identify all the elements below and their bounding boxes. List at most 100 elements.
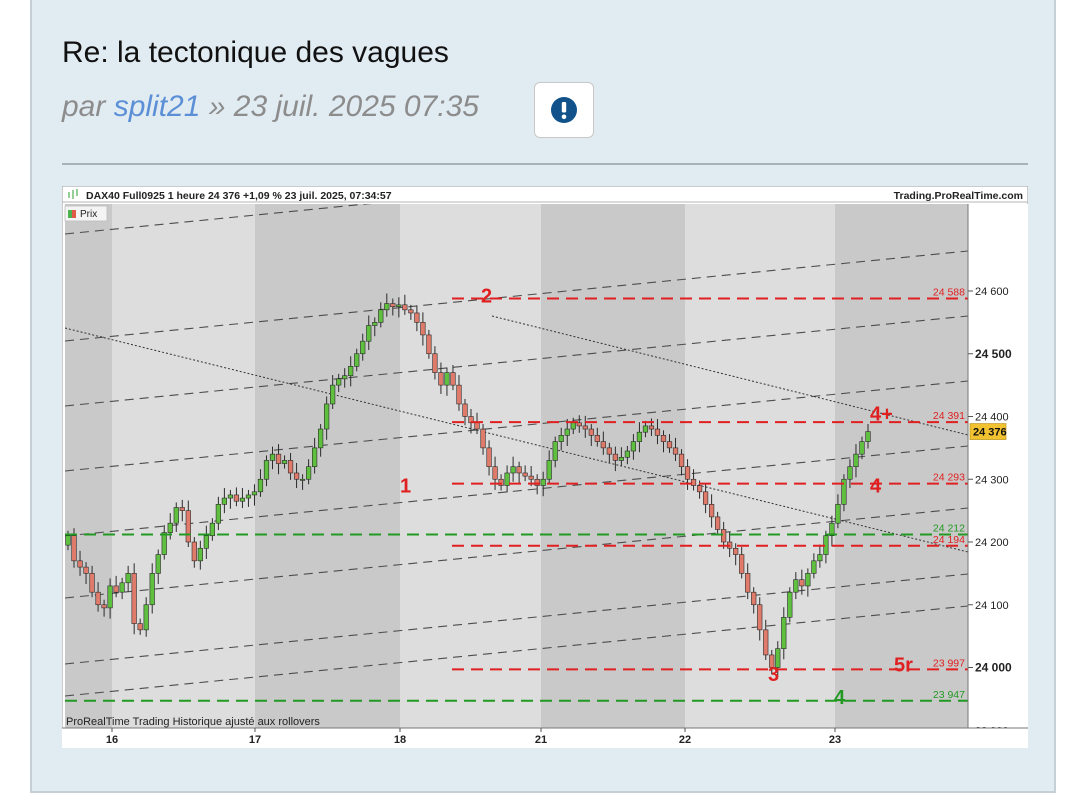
candle-body [426,334,432,355]
candle-body [660,435,667,442]
candle-body [233,494,240,502]
candle-body [817,554,823,562]
candle-body [191,541,197,562]
post-title[interactable]: Re: la tectonique des vagues [62,36,449,69]
candle-body [570,422,576,430]
candle-body [769,654,775,668]
post-meta: par split21 » 23 juil. 2025 07:35 [62,90,479,124]
candle-body [137,623,143,631]
candle-body [173,507,179,524]
candle-body [143,604,149,631]
candle-body [781,616,787,649]
candle-body [702,491,709,505]
price-chart: 24 588 24 391 24 293 24 212 24 194 23 997 23 9… [61,185,1029,749]
candle-body [414,312,420,323]
day-band [400,204,541,728]
candle-body [342,375,348,380]
candle-body [408,309,414,314]
legend-label: Prix [80,209,97,220]
exclamation-circle-icon [551,97,577,123]
candle-body [498,478,504,486]
candle-body [239,497,246,502]
trend-line [65,327,968,553]
candle-body [582,425,588,430]
price-tick-label: 24 000 [975,661,1012,675]
candle-body [805,573,811,587]
candle-body [636,431,643,442]
candle-body [630,441,637,452]
chart-source: Trading.ProRealTime.com [894,190,1023,202]
candle-body [203,535,209,549]
time-tick-label: 18 [394,734,406,746]
candle-body [672,447,679,455]
candle-body [678,453,685,467]
candle-body [775,648,781,668]
post-date: 23 juil. 2025 07:35 [233,90,479,123]
candle-body [149,573,155,606]
candle-body [360,340,366,355]
channel-line [65,204,372,235]
candle-body [432,353,438,373]
candle-body [522,472,528,477]
candle-body [612,453,618,461]
level-label: 23 947 [933,689,965,701]
time-axis [62,728,1028,748]
day-band [255,204,400,728]
candle-body [757,604,763,631]
level-label: 24 391 [933,410,965,422]
current-price-tag [969,423,1007,440]
candle-body [690,478,697,486]
candle-body [847,466,853,480]
candle-body [113,585,119,593]
trend-line [491,315,968,436]
candle-body [504,472,510,486]
candle-body [456,384,462,405]
price-bars-icon [68,189,78,199]
candle-body [155,554,161,574]
channel-line [65,573,968,665]
candle-body [330,384,336,405]
candle-body [215,504,221,524]
wave-label: 1 [400,476,411,498]
day-band [112,204,255,728]
candle-body [552,441,558,461]
price-tick-label: 24 600 [975,286,1009,298]
candle-body [546,460,552,480]
candle-body [293,472,300,480]
author-link[interactable]: split21 [113,90,201,123]
candle-body [739,554,745,574]
candle-body [83,566,89,574]
wave-label: 4 [834,687,846,709]
time-tick-label: 17 [249,734,261,746]
candle-body [618,456,624,461]
candle-body [269,453,276,461]
candle-body [624,450,630,458]
price-tick-label: 24 500 [975,347,1012,361]
candle-body [516,466,522,474]
wave-label: 5r [894,655,913,677]
time-tick-label: 22 [679,734,691,746]
report-button[interactable] [534,82,594,138]
candle-body [275,453,282,464]
candle-body [859,441,865,455]
post-divider [62,163,1028,165]
candle-body [65,535,71,546]
channel-line [65,445,968,537]
candle-body [185,510,191,543]
wave-label: 4 [870,476,882,498]
time-tick-label: 21 [535,734,547,746]
candle-body [751,591,757,606]
candle-body [402,304,408,311]
by-label: par [62,90,114,123]
candle-body [811,560,817,574]
level-label: 24 293 [933,472,965,484]
channel-line [65,507,968,599]
candle-body [227,494,234,499]
candle-body [841,478,847,505]
candle-body [299,478,306,481]
candle-body [438,372,444,386]
channel-line [65,380,968,472]
candle-body [131,573,137,624]
candle-body [721,529,727,543]
